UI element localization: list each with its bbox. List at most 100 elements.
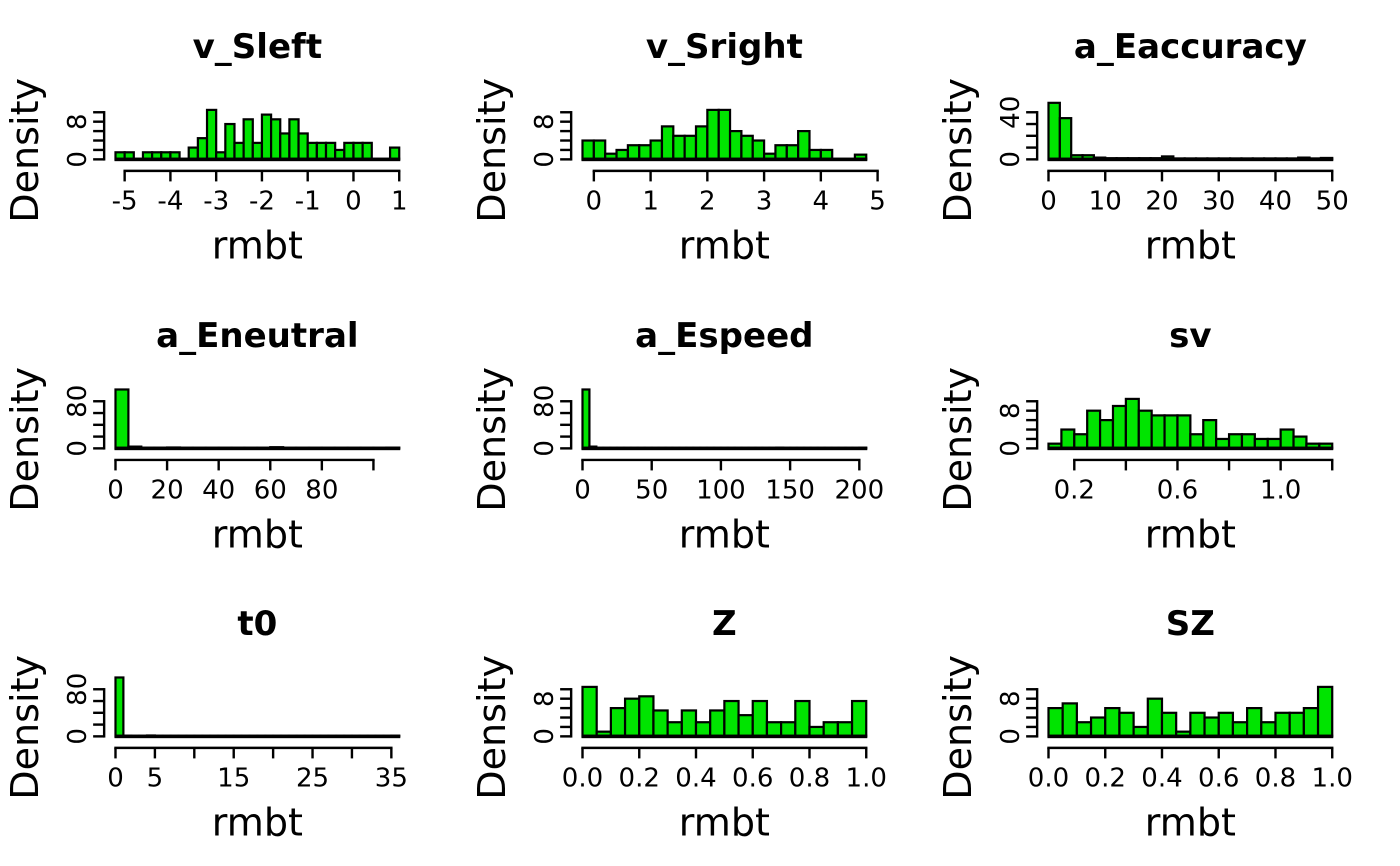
histogram-bar (728, 129, 743, 161)
histogram-bar (793, 700, 811, 738)
histogram-bar (1118, 712, 1136, 738)
x-tick-label: 0.0 (1028, 764, 1069, 794)
histogram-bar (1228, 432, 1244, 450)
histogram-bar (242, 118, 254, 161)
x-tick-label: 50 (635, 475, 668, 505)
histogram-bar (343, 141, 355, 161)
x-tick-label: 0.8 (1255, 764, 1296, 794)
y-tick-label: 0 (530, 728, 560, 745)
histogram-bar (637, 695, 655, 738)
x-axis-label: rmbt (1145, 224, 1236, 268)
histogram-bar (1073, 432, 1089, 450)
histogram-bar (1125, 397, 1141, 450)
x-tick-label: 0.0 (561, 764, 602, 794)
x-tick-label: 0 (574, 475, 591, 505)
histogram-baseline (114, 157, 401, 162)
x-tick-label: -3 (203, 186, 229, 216)
x-tick-label: 0.8 (788, 764, 829, 794)
histogram-panel-a_Eaccuracy: a_Eaccuracy Density 0 40 0 10 20 30 40 50 rmbt (936, 27, 1349, 268)
x-tick-label: 0 (345, 186, 362, 216)
histogram-bar (1279, 428, 1295, 450)
y-tick-label: 40 (996, 96, 1026, 129)
histogram-bar (1203, 716, 1221, 738)
x-tick-label: 5 (869, 186, 886, 216)
histogram-bar (205, 108, 218, 161)
y-tick-label: 0 (63, 728, 93, 745)
histogram-cell: Z Density 0 8 0.0 0.2 0.4 0.6 0.8 1.0 rmbt (467, 577, 934, 866)
histogram-bar (779, 721, 797, 738)
histogram-bar (765, 721, 782, 738)
histogram-bar (1176, 413, 1192, 450)
y-tick-label: 0 (530, 440, 560, 457)
histogram-bar (1189, 432, 1205, 450)
x-tick-label: 20 (1146, 186, 1179, 216)
y-tick-label: 0 (996, 440, 1026, 457)
y-axis-label: Density (3, 78, 47, 223)
y-axis-label: Density (3, 367, 47, 512)
x-tick-label: 0 (1041, 186, 1058, 216)
histogram-bar (637, 144, 652, 161)
y-tick-label: 8 (63, 113, 93, 130)
x-tick-label: 0.6 (1157, 475, 1198, 505)
histogram-bar (1090, 716, 1107, 738)
y-tick-label: 8 (530, 113, 560, 130)
histogram-bar (722, 700, 740, 738)
histogram-bar (251, 141, 264, 161)
histogram-panel-a_Espeed: a_Espeed Density 0 80 0 50 100 150 200 rmbt (470, 316, 884, 556)
histogram-bar (581, 388, 591, 450)
histogram-bar (592, 139, 606, 161)
histogram-bar (581, 139, 595, 161)
histogram-bar (224, 122, 236, 161)
panel-title: v_Sleft (193, 27, 323, 67)
x-tick-label: 1.0 (845, 764, 886, 794)
x-tick-label: 0.2 (1054, 475, 1095, 505)
x-tick-label: 100 (696, 475, 746, 505)
x-tick-label: -1 (295, 186, 321, 216)
histogram-bar (680, 709, 697, 738)
histogram-baseline (581, 734, 867, 739)
histogram-panel-SZ: SZ Density 0 8 0.0 0.2 0.4 0.6 0.8 1.0 rmbt (936, 604, 1353, 844)
x-tick-label: 0.4 (675, 764, 716, 794)
x-tick-label: 15 (217, 764, 250, 794)
histogram-baseline (1047, 446, 1334, 450)
histogram-bar (1138, 409, 1154, 450)
x-tick-label: 40 (1259, 186, 1292, 216)
x-tick-label: 10 (1089, 186, 1122, 216)
histogram-cell: v_Sleft Density 0 8 -5 -4 -3 -2 -1 0 1 rmbt (0, 0, 467, 289)
y-axis-label: Density (936, 655, 980, 800)
panel-title: a_Espeed (635, 316, 813, 356)
panel-title: a_Eneutral (156, 316, 358, 356)
histogram-panel-Z: Z Density 0 8 0.0 0.2 0.4 0.6 0.8 1.0 rmbt (470, 604, 887, 844)
histogram-bar (1059, 117, 1073, 161)
x-tick-label: 0.2 (1085, 764, 1126, 794)
histogram-bar (796, 129, 811, 161)
y-tick-label: 80 (63, 673, 93, 706)
histogram-bar (297, 132, 309, 161)
x-tick-label: 5 (147, 764, 164, 794)
histogram-bar (1047, 707, 1065, 738)
histogram-cell: a_Eneutral Density 0 80 0 20 40 60 80 rmbt (0, 289, 467, 578)
x-tick-label: -5 (112, 186, 138, 216)
x-tick-label: 60 (254, 475, 287, 505)
histogram-bar (1147, 697, 1164, 738)
histogram-bar (1060, 428, 1076, 450)
histogram-baseline (581, 446, 867, 450)
histogram-bar (279, 132, 291, 161)
y-axis-label: Density (936, 367, 980, 512)
histogram-bar (822, 721, 839, 738)
x-tick-label: 40 (202, 475, 235, 505)
x-tick-label: 50 (1316, 186, 1349, 216)
y-axis-label: Density (470, 655, 514, 800)
panel-title: Z (712, 604, 737, 644)
x-tick-label: 0 (107, 764, 124, 794)
histogram-panel-sv: sv Density 0 8 0.2 0.6 1.0 rmbt (936, 316, 1334, 556)
y-tick-label: 0 (63, 440, 93, 457)
histogram-cell: a_Espeed Density 0 80 0 50 100 150 200 rmbt (467, 289, 934, 578)
histogram-baseline (114, 446, 401, 450)
histogram-bar (751, 139, 765, 161)
histogram-bar (114, 388, 130, 450)
x-tick-label: 30 (1203, 186, 1236, 216)
histogram-bar (1112, 404, 1128, 450)
panel-title: v_Sright (646, 27, 803, 67)
